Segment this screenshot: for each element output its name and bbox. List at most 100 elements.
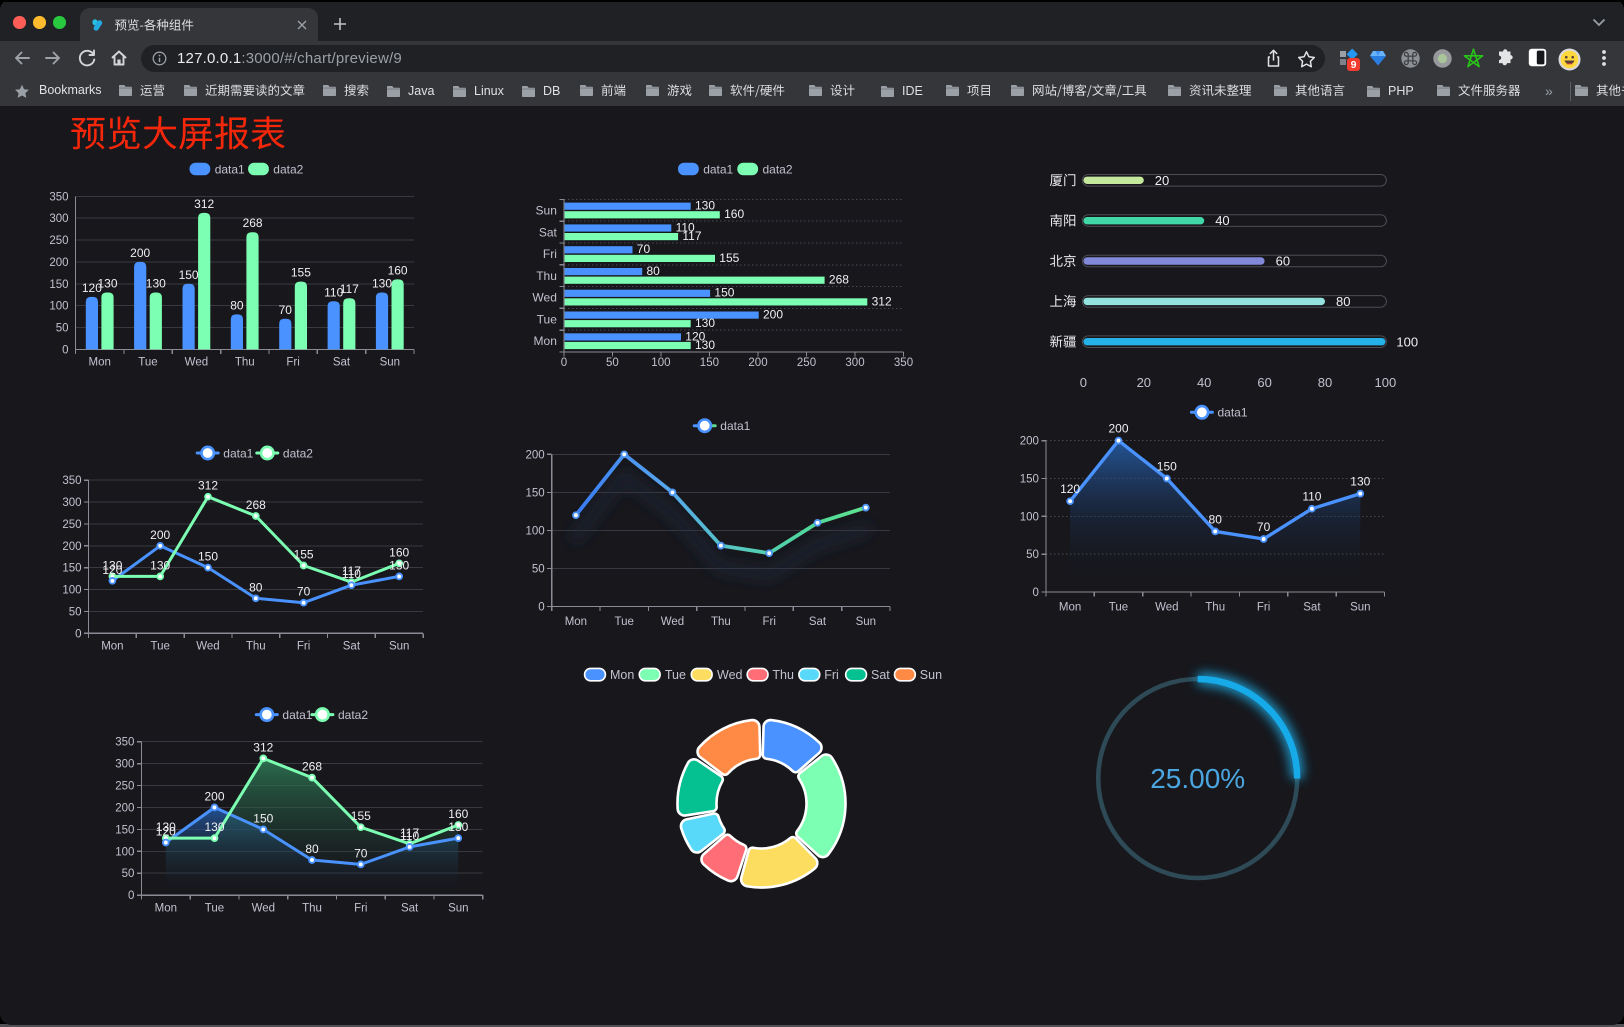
svg-text:160: 160 <box>724 207 744 221</box>
svg-text:268: 268 <box>302 760 322 774</box>
svg-text:Sun: Sun <box>856 616 876 628</box>
svg-text:80: 80 <box>1336 294 1350 309</box>
svg-text:40: 40 <box>1215 213 1229 228</box>
svg-text:268: 268 <box>243 216 263 230</box>
svg-text:117: 117 <box>340 282 359 296</box>
svg-text:110: 110 <box>676 220 695 234</box>
svg-text:117: 117 <box>682 229 701 243</box>
svg-text:250: 250 <box>49 235 68 247</box>
svg-text:data2: data2 <box>273 162 303 176</box>
svg-text:25.00%: 25.00% <box>1150 763 1245 794</box>
svg-text:250: 250 <box>115 781 134 793</box>
svg-text:110: 110 <box>342 567 361 581</box>
svg-text:130: 130 <box>204 820 224 834</box>
svg-text:250: 250 <box>62 519 81 531</box>
svg-text:300: 300 <box>845 357 864 369</box>
svg-text:70: 70 <box>297 585 311 599</box>
svg-text:150: 150 <box>1157 460 1177 474</box>
svg-text:data1: data1 <box>215 162 245 176</box>
svg-text:160: 160 <box>389 545 409 559</box>
svg-text:Mon: Mon <box>101 641 123 653</box>
svg-text:155: 155 <box>294 548 314 562</box>
svg-text:0: 0 <box>62 344 68 356</box>
svg-text:data1: data1 <box>282 708 312 722</box>
svg-text:Wed: Wed <box>252 903 275 915</box>
svg-text:300: 300 <box>62 497 81 509</box>
svg-text:200: 200 <box>526 449 545 461</box>
svg-text:Sun: Sun <box>536 204 557 218</box>
svg-text:268: 268 <box>246 498 266 512</box>
svg-text:312: 312 <box>198 479 218 493</box>
svg-text:150: 150 <box>526 487 545 499</box>
svg-text:117: 117 <box>400 826 419 840</box>
svg-text:Sun: Sun <box>1350 602 1370 614</box>
svg-text:Tue: Tue <box>151 641 170 653</box>
svg-text:150: 150 <box>700 357 719 369</box>
svg-text:Fri: Fri <box>762 616 775 628</box>
svg-text:Wed: Wed <box>196 641 219 653</box>
svg-text:130: 130 <box>372 277 392 291</box>
svg-text:Tue: Tue <box>665 668 686 682</box>
svg-text:Thu: Thu <box>246 641 266 653</box>
svg-text:Mon: Mon <box>1059 602 1081 614</box>
svg-text:0: 0 <box>1080 375 1087 390</box>
svg-text:0: 0 <box>1032 587 1038 599</box>
svg-text:130: 130 <box>448 820 468 834</box>
svg-text:130: 130 <box>695 316 715 330</box>
svg-text:Tue: Tue <box>537 312 558 326</box>
svg-text:130: 130 <box>1350 475 1370 489</box>
svg-text:70: 70 <box>279 303 293 317</box>
svg-text:155: 155 <box>291 266 311 280</box>
svg-text:Fri: Fri <box>286 357 299 369</box>
svg-text:data1: data1 <box>223 446 253 460</box>
svg-text:110: 110 <box>324 285 343 299</box>
svg-text:150: 150 <box>62 563 81 575</box>
svg-text:Sat: Sat <box>1303 602 1321 614</box>
svg-text:Thu: Thu <box>1205 602 1225 614</box>
svg-text:Sat: Sat <box>539 225 558 239</box>
svg-text:150: 150 <box>115 824 134 836</box>
svg-text:200: 200 <box>748 357 767 369</box>
svg-text:100: 100 <box>1375 375 1397 390</box>
svg-text:110: 110 <box>1302 490 1321 504</box>
svg-text:0: 0 <box>75 628 81 640</box>
svg-text:0: 0 <box>561 357 567 369</box>
svg-text:data1: data1 <box>720 419 750 433</box>
svg-text:120: 120 <box>685 329 705 343</box>
svg-text:312: 312 <box>194 197 214 211</box>
svg-text:Wed: Wed <box>1155 602 1178 614</box>
svg-text:Fri: Fri <box>1257 602 1270 614</box>
svg-text:130: 130 <box>156 820 176 834</box>
svg-text:9: 9 <box>1351 59 1357 71</box>
svg-text:160: 160 <box>388 263 408 277</box>
svg-text:250: 250 <box>797 357 816 369</box>
svg-text:20: 20 <box>1155 173 1169 188</box>
svg-text:70: 70 <box>354 846 368 860</box>
svg-text:130: 130 <box>150 558 170 572</box>
svg-text:0: 0 <box>128 890 134 902</box>
svg-text:Thu: Thu <box>772 668 794 682</box>
svg-text:200: 200 <box>130 246 150 260</box>
svg-text:150: 150 <box>253 811 273 825</box>
svg-text:200: 200 <box>763 308 783 322</box>
svg-text:Fri: Fri <box>354 903 367 915</box>
svg-text:150: 150 <box>1020 474 1039 486</box>
svg-text:155: 155 <box>719 251 739 265</box>
svg-text:Mon: Mon <box>89 357 111 369</box>
svg-text:200: 200 <box>1108 422 1128 436</box>
svg-text:50: 50 <box>69 606 82 618</box>
svg-text:200: 200 <box>204 789 224 803</box>
svg-text:data2: data2 <box>338 708 368 722</box>
svg-text:150: 150 <box>714 286 734 300</box>
svg-text:300: 300 <box>115 759 134 771</box>
svg-text:130: 130 <box>695 199 715 213</box>
svg-text:100: 100 <box>1396 334 1418 349</box>
svg-text:155: 155 <box>351 809 371 823</box>
svg-text:70: 70 <box>637 242 651 256</box>
svg-text:Thu: Thu <box>302 903 322 915</box>
svg-text:100: 100 <box>651 357 670 369</box>
svg-text:40: 40 <box>1197 375 1211 390</box>
svg-text:80: 80 <box>305 842 319 856</box>
svg-text:130: 130 <box>102 558 122 572</box>
svg-text:80: 80 <box>647 264 661 278</box>
